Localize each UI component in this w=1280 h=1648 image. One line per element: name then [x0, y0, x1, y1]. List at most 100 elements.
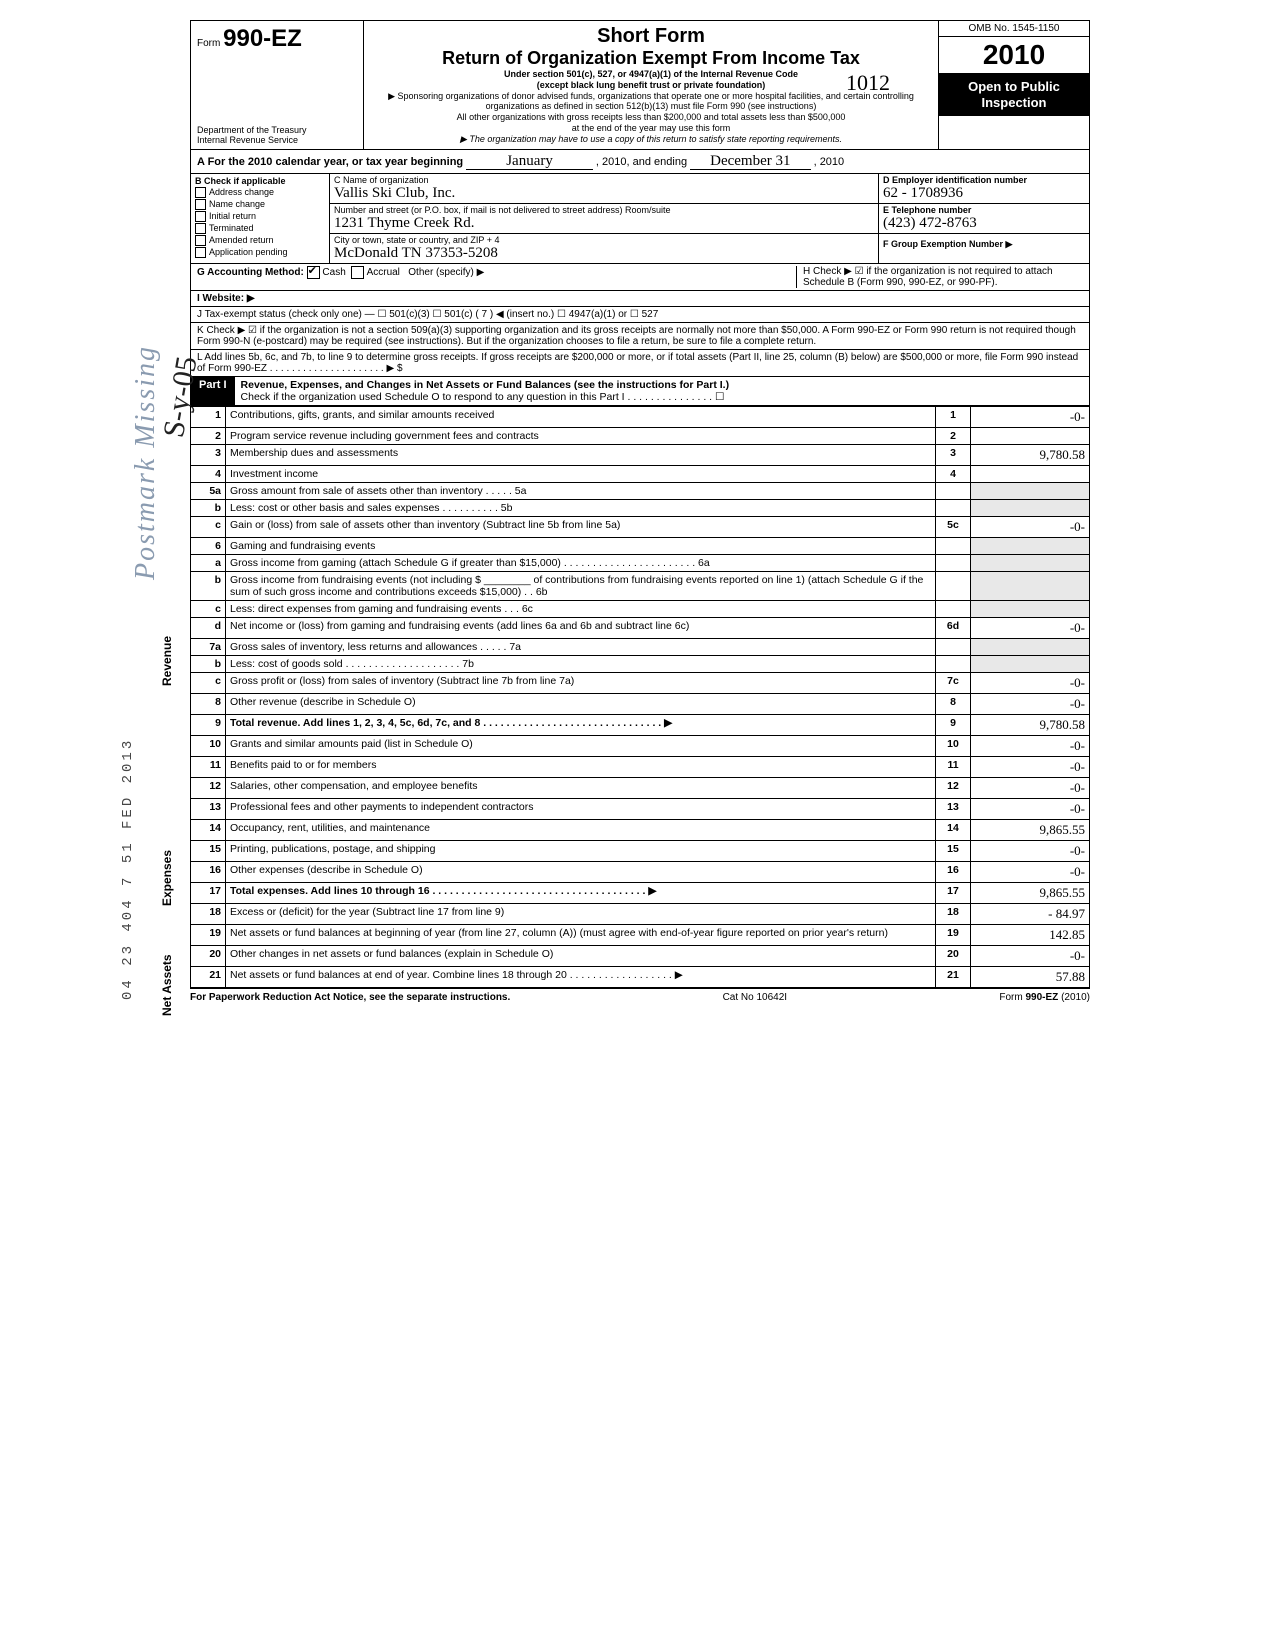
line-j: J Tax-exempt status (check only one) — ☐…	[190, 307, 1090, 323]
line-amount-empty	[971, 537, 1090, 554]
line-row: 19Net assets or fund balances at beginni…	[191, 924, 1090, 945]
line-row: bGross income from fundraising events (n…	[191, 571, 1090, 600]
line-amount-empty	[971, 482, 1090, 499]
line-row: 8Other revenue (describe in Schedule O)8…	[191, 693, 1090, 714]
postmark-watermark: Postmark Missing	[130, 345, 162, 580]
line-row: 6Gaming and fundraising events	[191, 537, 1090, 554]
line-box-empty	[936, 499, 971, 516]
line-desc: Less: cost of goods sold . . . . . . . .…	[226, 655, 936, 672]
line-amount: -0-	[971, 406, 1090, 427]
line-amount: -0-	[971, 777, 1090, 798]
cb-amended[interactable]	[195, 235, 206, 246]
line-row: 2Program service revenue including gover…	[191, 427, 1090, 444]
row-a-begin: January	[466, 153, 593, 170]
line-desc: Other changes in net assets or fund bala…	[226, 945, 936, 966]
cb-label-1: Name change	[209, 199, 265, 209]
line-box: 21	[936, 966, 971, 987]
cb-accrual[interactable]	[351, 266, 364, 279]
line-box: 11	[936, 756, 971, 777]
line-box: 9	[936, 714, 971, 735]
line-num: 18	[191, 903, 226, 924]
part1-sub: Check if the organization used Schedule …	[241, 391, 725, 403]
line-amount-empty	[971, 499, 1090, 516]
footer-left: For Paperwork Reduction Act Notice, see …	[190, 992, 510, 1003]
line-desc: Other revenue (describe in Schedule O)	[226, 693, 936, 714]
cb-initial-return[interactable]	[195, 211, 206, 222]
line-amount: 57.88	[971, 966, 1090, 987]
cb-cash[interactable]	[307, 266, 320, 279]
line-row: 14Occupancy, rent, utilities, and mainte…	[191, 819, 1090, 840]
line-num: b	[191, 499, 226, 516]
line-box: 16	[936, 861, 971, 882]
line-amount-empty	[971, 655, 1090, 672]
c-name-label: C Name of organization	[334, 175, 429, 185]
line-box: 2	[936, 427, 971, 444]
line-desc: Membership dues and assessments	[226, 444, 936, 465]
line-box-empty	[936, 600, 971, 617]
line-row: 7aGross sales of inventory, less returns…	[191, 638, 1090, 655]
e-label: E Telephone number	[883, 205, 971, 215]
line-row: bLess: cost of goods sold . . . . . . . …	[191, 655, 1090, 672]
line-desc: Total revenue. Add lines 1, 2, 3, 4, 5c,…	[226, 714, 936, 735]
lines-table: 1Contributions, gifts, grants, and simil…	[190, 406, 1090, 988]
line-desc: Gross amount from sale of assets other t…	[226, 482, 936, 499]
line-box-empty	[936, 537, 971, 554]
line-num: 4	[191, 465, 226, 482]
line-num: 12	[191, 777, 226, 798]
line-amount: 9,780.58	[971, 444, 1090, 465]
line-box: 8	[936, 693, 971, 714]
cb-pending[interactable]	[195, 247, 206, 258]
line-num: 20	[191, 945, 226, 966]
line-row: 13Professional fees and other payments t…	[191, 798, 1090, 819]
line-box: 4	[936, 465, 971, 482]
line-box-empty	[936, 571, 971, 600]
section-bcd: B Check if applicable Address change Nam…	[190, 174, 1090, 264]
cb-label-0: Address change	[209, 187, 274, 197]
line-box: 5c	[936, 516, 971, 537]
line-num: d	[191, 617, 226, 638]
line-row: 21Net assets or fund balances at end of …	[191, 966, 1090, 987]
line-amount-empty	[971, 638, 1090, 655]
line-box: 14	[936, 819, 971, 840]
subtitle2: (except black lung benefit trust or priv…	[537, 80, 766, 90]
line-row: cGain or (loss) from sale of assets othe…	[191, 516, 1090, 537]
cb-label-3: Terminated	[209, 223, 254, 233]
line-amount	[971, 465, 1090, 482]
header-left: Form 990-EZ Department of the Treasury I…	[191, 21, 364, 149]
line-box: 6d	[936, 617, 971, 638]
line-desc: Grants and similar amounts paid (list in…	[226, 735, 936, 756]
row-a-end: December 31	[690, 153, 810, 170]
line-amount: -0-	[971, 861, 1090, 882]
year-prefix: 20	[983, 39, 1014, 70]
line-row: 18Excess or (deficit) for the year (Subt…	[191, 903, 1090, 924]
col-b: B Check if applicable Address change Nam…	[191, 174, 330, 263]
line-desc: Professional fees and other payments to …	[226, 798, 936, 819]
cb-address-change[interactable]	[195, 187, 206, 198]
row-a-tax-year: A For the 2010 calendar year, or tax yea…	[190, 150, 1090, 174]
footer-mid: Cat No 10642I	[723, 992, 788, 1003]
line-num: 3	[191, 444, 226, 465]
g-other: Other (specify) ▶	[408, 267, 484, 278]
line-amount: -0-	[971, 735, 1090, 756]
line-amount: -0-	[971, 945, 1090, 966]
line-num: b	[191, 655, 226, 672]
cb-label-5: Application pending	[209, 247, 288, 257]
side-netassets: Net Assets	[160, 954, 174, 1016]
line-amount: - 84.97	[971, 903, 1090, 924]
g-accrual: Accrual	[367, 267, 400, 278]
line-desc: Less: direct expenses from gaming and fu…	[226, 600, 936, 617]
line-box: 7c	[936, 672, 971, 693]
cb-terminated[interactable]	[195, 223, 206, 234]
dept-label: Department of the Treasury	[197, 125, 357, 135]
part1-header: Part I Revenue, Expenses, and Changes in…	[190, 377, 1090, 406]
cb-name-change[interactable]	[195, 199, 206, 210]
line-desc: Contributions, gifts, grants, and simila…	[226, 406, 936, 427]
h-text: H Check ▶ ☑ if the organization is not r…	[796, 266, 1083, 288]
line-desc: Net assets or fund balances at end of ye…	[226, 966, 936, 987]
line-num: 2	[191, 427, 226, 444]
line-amount: -0-	[971, 756, 1090, 777]
line-box: 10	[936, 735, 971, 756]
line-desc: Excess or (deficit) for the year (Subtra…	[226, 903, 936, 924]
c-city-label: City or town, state or country, and ZIP …	[334, 235, 500, 245]
line-num: 13	[191, 798, 226, 819]
